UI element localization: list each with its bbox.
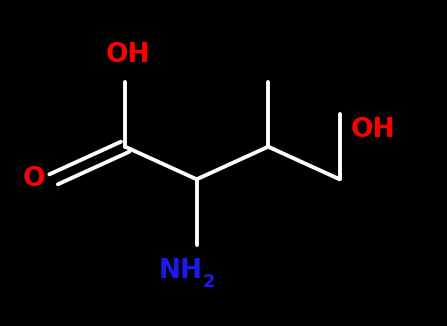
Text: NH: NH [159, 258, 203, 284]
Text: OH: OH [351, 117, 396, 143]
Text: 2: 2 [203, 273, 215, 291]
Text: O: O [22, 166, 45, 192]
Text: OH: OH [105, 42, 150, 68]
